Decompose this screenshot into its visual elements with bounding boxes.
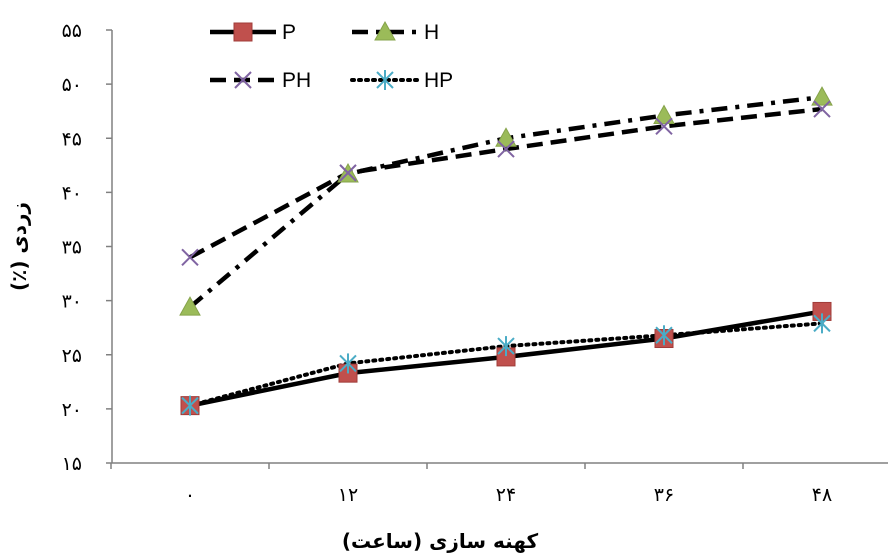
- y-tick-label: ۳۰: [62, 291, 82, 313]
- x-tick-label: ۳۶: [654, 484, 674, 506]
- axes: [106, 29, 888, 469]
- marker-hp-4: [813, 313, 831, 334]
- y-tick-label: ۱۵: [62, 453, 82, 475]
- tick-labels: ۱۵ ۲۰ ۲۵ ۳۰ ۳۵ ۴۰ ۴۵ ۵۰ ۵۵ ۰ ۱۲ ۲۴ ۳۶ ۴۸: [62, 20, 833, 506]
- marker-hp-2: [497, 336, 515, 357]
- x-axis-title: کهنه سازی (ساعت): [342, 529, 539, 553]
- legend-label-p: P: [282, 21, 296, 44]
- x-tick-label: ۱۲: [338, 484, 358, 506]
- marker-ph-1: [339, 164, 357, 182]
- marker-ph-2-stroke: [497, 140, 515, 158]
- marker-h-2: [495, 127, 517, 147]
- x-tick-label: ۲۴: [496, 484, 516, 506]
- legend-marker-ph-stroke: [234, 71, 252, 89]
- legend-marker-hp: [376, 70, 394, 90]
- x-tick-label: ۴۸: [812, 484, 832, 506]
- legend-label-hp: HP: [424, 69, 453, 92]
- marker-h-3: [653, 104, 675, 125]
- legend-marker-ph: [234, 71, 252, 89]
- legend-marker-p: [233, 22, 253, 42]
- marker-hp-3: [655, 325, 673, 346]
- x-tick-label: ۰: [185, 484, 195, 506]
- legend-marker-h: [374, 20, 396, 41]
- marker-hp-1: [339, 353, 357, 374]
- marker-ph-2: [497, 140, 515, 158]
- y-tick-label: ۲۵: [62, 345, 82, 367]
- y-tick-label: ۴۰: [62, 182, 82, 204]
- legend-label-ph: PH: [282, 69, 311, 92]
- series-markers: [179, 86, 833, 416]
- marker-ph-1-stroke: [339, 164, 357, 182]
- y-tick-label: ۳۵: [62, 237, 82, 259]
- marker-hp-0: [181, 395, 199, 416]
- marker-h-0: [179, 296, 201, 316]
- marker-ph-4-stroke: [813, 100, 831, 118]
- marker-ph-0: [181, 248, 199, 267]
- y-tick-label: ۵۵: [62, 20, 82, 42]
- marker-ph-0-stroke: [181, 248, 199, 267]
- y-tick-label: ۲۰: [62, 399, 82, 421]
- marker-ph-3-stroke: [655, 117, 673, 136]
- legend-item-ph: PH: [210, 69, 311, 92]
- marker-ph-4: [813, 100, 831, 118]
- legend: P HPH HP: [210, 20, 453, 92]
- legend-item-p: P: [210, 21, 296, 44]
- y-tick-label: ۵۰: [62, 74, 82, 96]
- marker-h-4: [811, 86, 833, 106]
- legend-label-h: H: [424, 21, 439, 44]
- marker-ph-3: [655, 117, 673, 136]
- y-tick-label: ۴۵: [62, 128, 82, 150]
- legend-item-hp: HP: [350, 69, 453, 92]
- legend-item-h: H: [352, 20, 439, 44]
- y-axis-title: زردی (٪): [7, 202, 31, 291]
